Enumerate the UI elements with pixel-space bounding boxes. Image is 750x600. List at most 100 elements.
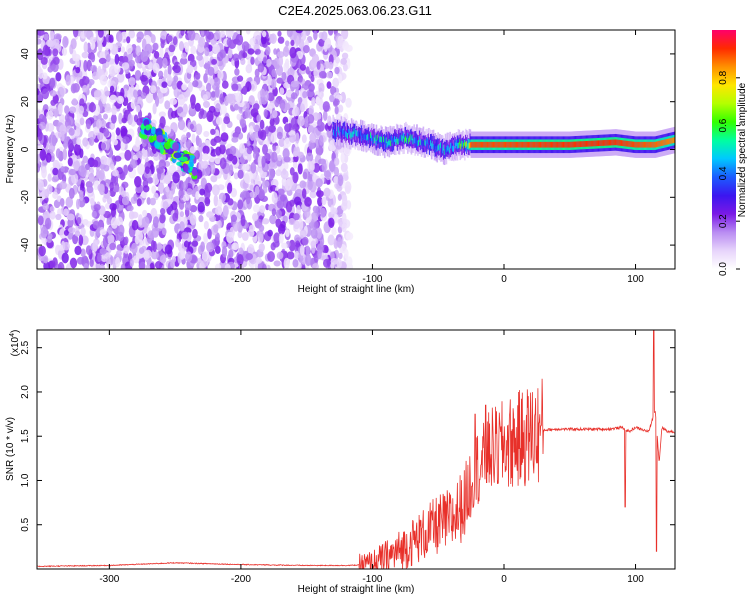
spectrogram-cell bbox=[65, 74, 71, 86]
spectrogram-cell bbox=[321, 196, 327, 206]
spectrogram-cell bbox=[52, 56, 60, 65]
spectrogram-cell bbox=[165, 186, 170, 193]
spectrogram-cell bbox=[316, 190, 324, 198]
spectrogram-cell bbox=[452, 145, 454, 152]
spectrogram-cell bbox=[203, 130, 210, 138]
spectrogram-cell bbox=[379, 136, 381, 143]
spectrogram-cell bbox=[120, 263, 126, 269]
spectrogram-cell bbox=[38, 113, 45, 123]
spectrogram-cell bbox=[67, 139, 74, 151]
spectrogram-cell bbox=[232, 132, 239, 139]
spectrogram-cell bbox=[281, 71, 287, 81]
spectrogram-cell bbox=[48, 40, 56, 47]
spectrogram-cell bbox=[226, 231, 235, 244]
y-tick-label: 1.5 bbox=[20, 429, 31, 443]
spectrogram-cell bbox=[136, 36, 142, 43]
spectrogram-cell bbox=[370, 135, 372, 146]
spectrogram-cell bbox=[413, 138, 416, 144]
spectrogram-cell bbox=[135, 139, 142, 146]
spectrogram-cell bbox=[564, 141, 567, 148]
spectrogram-cell bbox=[597, 140, 600, 147]
spectrogram-cell bbox=[422, 140, 425, 147]
spectrogram-cell bbox=[670, 138, 672, 144]
spectrogram-cell bbox=[652, 141, 655, 148]
spectrogram-cell bbox=[457, 137, 460, 148]
spectrogram-cell bbox=[75, 198, 81, 210]
spectrogram-cell bbox=[288, 239, 296, 252]
spectrogram-cell bbox=[131, 242, 138, 255]
spectrogram-cell bbox=[451, 143, 453, 150]
spectrogram-cell bbox=[97, 252, 102, 263]
spectrogram-cell bbox=[367, 133, 369, 140]
spectrogram-cell bbox=[399, 135, 402, 141]
spectrogram-cell bbox=[370, 132, 372, 139]
spectrogram-cell bbox=[101, 142, 107, 151]
spectrogram-cell bbox=[227, 198, 234, 206]
spectrogram-cell bbox=[369, 134, 371, 140]
spectrogram-cell bbox=[541, 141, 544, 148]
spectrogram-cell bbox=[52, 191, 59, 199]
spectrogram-cell bbox=[287, 67, 295, 78]
spectrogram-cell bbox=[293, 213, 300, 221]
spectrogram-cell bbox=[149, 262, 155, 269]
spectrogram-cell bbox=[428, 136, 430, 148]
spectrogram-cell bbox=[116, 72, 125, 83]
spectrogram-cell bbox=[263, 109, 268, 118]
spectrogram-cell bbox=[209, 78, 215, 86]
spectrogram-cell bbox=[213, 136, 222, 143]
spectrogram-cell bbox=[170, 259, 176, 269]
spectrogram-cell bbox=[630, 141, 633, 148]
spectrogram-cell bbox=[388, 139, 391, 145]
spectrogram-cell bbox=[59, 181, 67, 190]
spectrogram-cell bbox=[494, 141, 497, 148]
spectrogram-cell bbox=[262, 218, 270, 225]
spectrogram-cell bbox=[267, 168, 276, 180]
spectrogram-cell bbox=[292, 171, 299, 184]
spectrogram-cell bbox=[210, 175, 218, 183]
spectrogram-cell bbox=[344, 248, 349, 260]
spectrogram-cell bbox=[265, 46, 271, 56]
spectrogram-cell bbox=[262, 144, 269, 155]
spectrogram-cell bbox=[299, 180, 307, 189]
spectrogram-cell bbox=[88, 172, 95, 183]
spectrogram-cell bbox=[259, 88, 266, 98]
spectrogram-cell bbox=[424, 139, 427, 146]
spectrogram-cell bbox=[153, 50, 160, 59]
spectrogram-cell bbox=[310, 228, 318, 239]
spectrogram-cell bbox=[346, 200, 352, 210]
spectrogram-cell bbox=[244, 107, 251, 119]
spectrogram-cell bbox=[80, 227, 86, 237]
spectrogram-cell bbox=[353, 128, 356, 135]
spectrogram-cell bbox=[536, 141, 539, 148]
spectrogram-cell bbox=[264, 90, 269, 102]
spectrogram-cell bbox=[258, 224, 265, 232]
spectrogram-cell bbox=[100, 119, 107, 128]
spectrogram-cell bbox=[299, 103, 305, 113]
spectrogram-cell bbox=[297, 163, 303, 175]
spectrogram-cell bbox=[319, 70, 327, 79]
spectrogram-cell bbox=[218, 58, 225, 71]
spectrogram-cell bbox=[80, 182, 85, 193]
spectrogram-cell bbox=[270, 162, 278, 169]
spectrogram-cell bbox=[360, 135, 363, 142]
spectrogram-cell bbox=[136, 198, 142, 207]
spectrogram-cell bbox=[150, 239, 156, 251]
spectrogram-cell bbox=[643, 141, 646, 148]
spectrogram-cell bbox=[219, 30, 226, 38]
snr-multiplier: (x104) bbox=[9, 330, 21, 357]
spectrogram-cell bbox=[353, 131, 356, 143]
spectrogram-cell bbox=[284, 58, 290, 69]
spectrogram-cell bbox=[337, 193, 342, 201]
spectrogram-cell bbox=[309, 132, 317, 144]
spectrogram-cell bbox=[431, 141, 434, 147]
spectrogram-cell bbox=[563, 141, 566, 148]
spectrogram-cell bbox=[594, 140, 597, 147]
spectrogram-cell bbox=[317, 249, 322, 260]
spectrogram-cell bbox=[321, 31, 328, 41]
spectrogram-cell bbox=[466, 143, 469, 149]
spectrogram-cell bbox=[570, 141, 573, 148]
x-tick-label: -200 bbox=[231, 274, 251, 285]
spectrogram-cell bbox=[610, 139, 613, 146]
spectrogram-cell bbox=[246, 140, 251, 147]
spectrogram-cell bbox=[185, 251, 193, 263]
